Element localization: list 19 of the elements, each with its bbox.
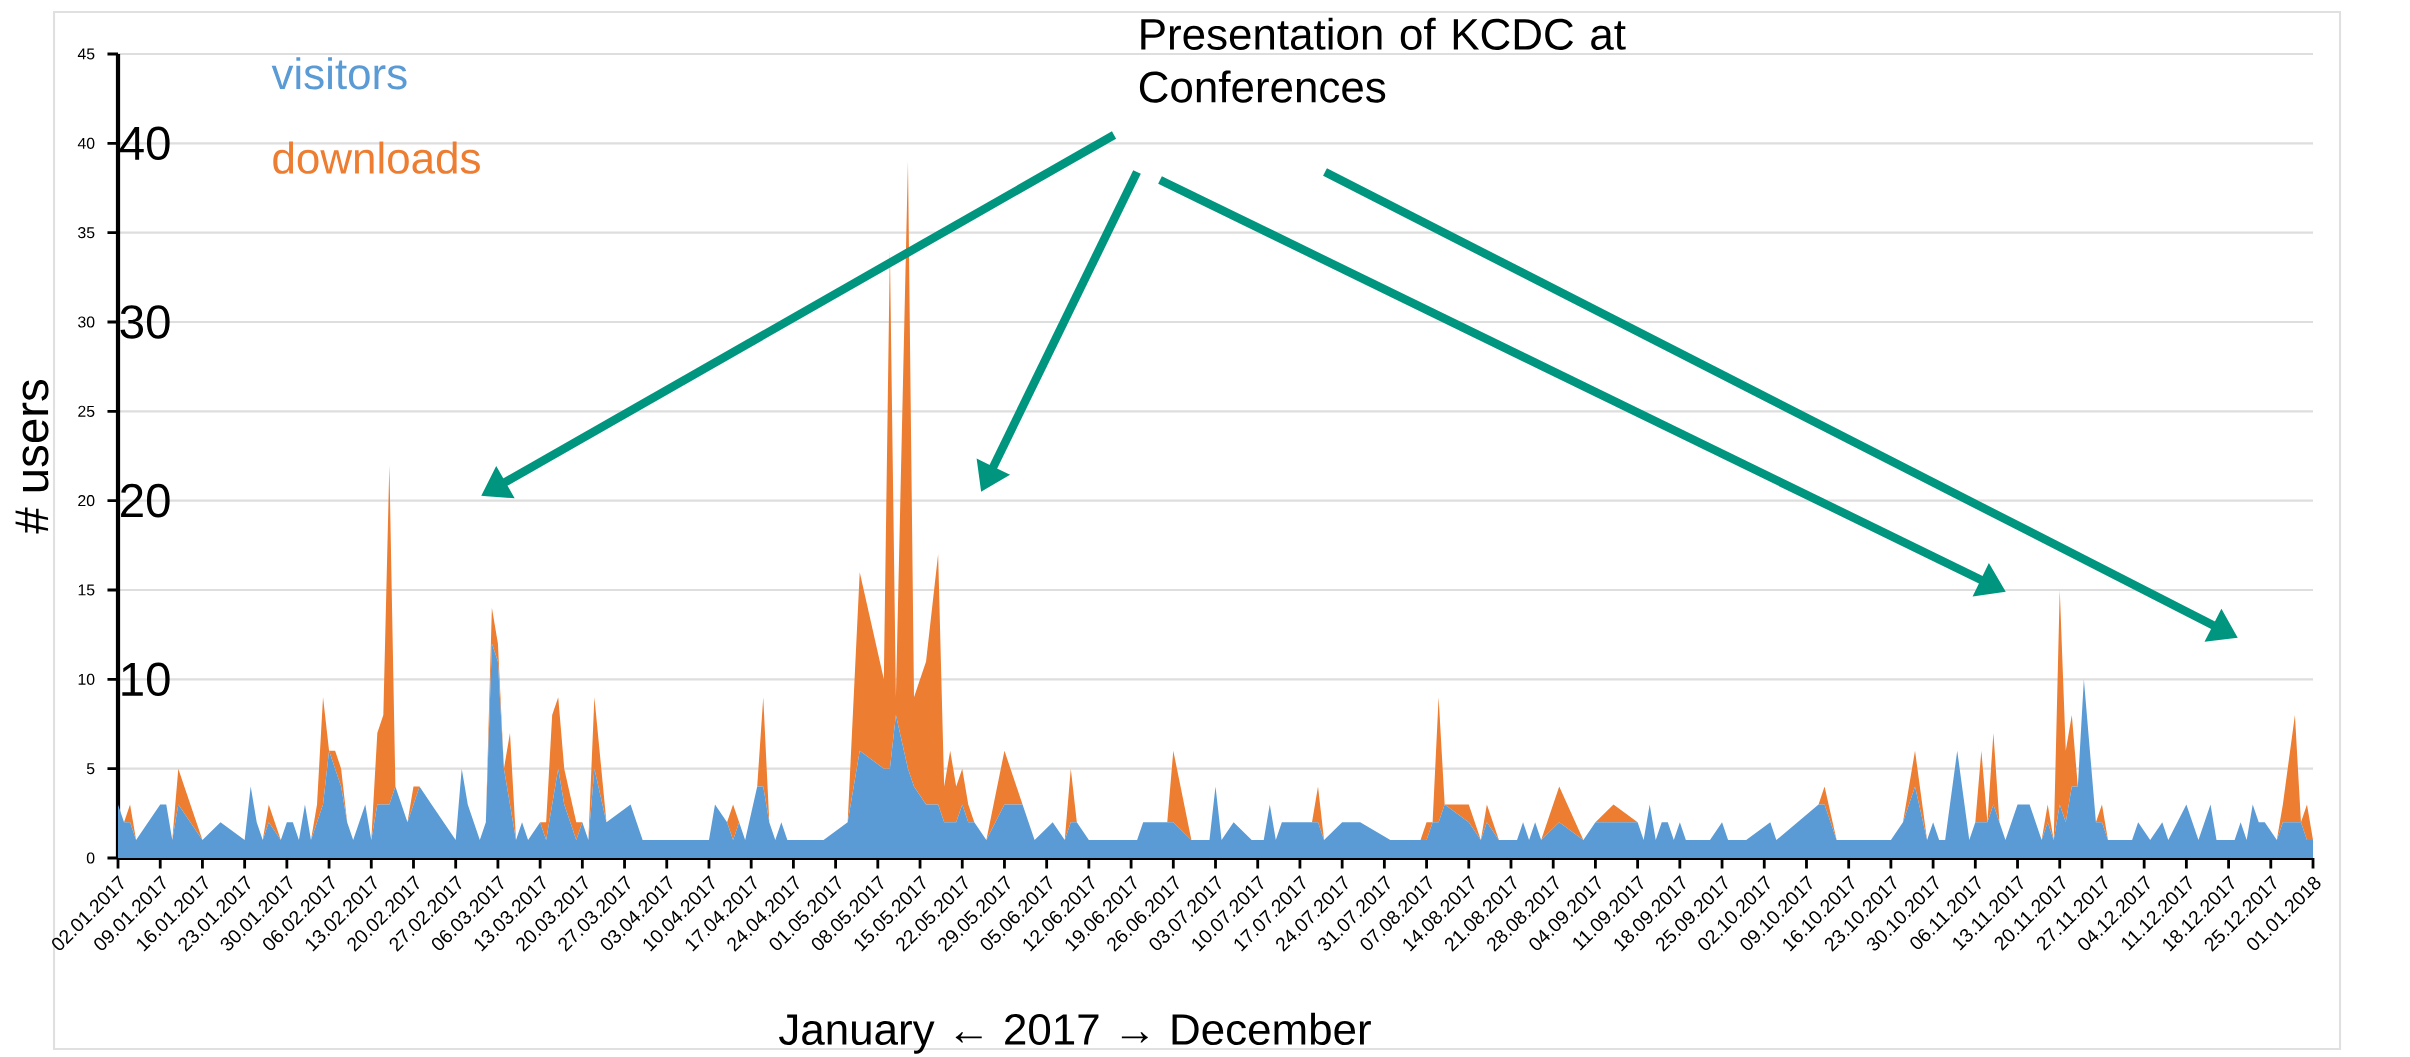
y-tick-label: 35	[78, 227, 95, 239]
annotation: 40	[119, 126, 170, 161]
y-tick-label: 30	[78, 316, 95, 328]
y-axis-title: # users	[15, 379, 49, 534]
y-tick-label: 0	[86, 852, 95, 864]
y-tick-label: 45	[77, 48, 95, 60]
annotation: 30	[120, 305, 170, 339]
annotation: 10	[122, 662, 170, 697]
y-tick-label: 15	[78, 584, 95, 596]
y-tick-label: 10	[78, 673, 95, 685]
text: visitors	[271, 57, 407, 90]
x-axis-title: January ← 2017 → December	[779, 1012, 1371, 1054]
y-tick-label: 25	[78, 405, 95, 417]
y-tick-label: 20	[78, 495, 95, 507]
annotation: Presentation of KCDC at Conferences	[1139, 17, 1626, 103]
y-tick-label: 5	[86, 763, 95, 775]
annotation: 20	[121, 483, 170, 518]
text: downloads	[273, 141, 480, 174]
y-tick-label: 40	[77, 137, 95, 149]
